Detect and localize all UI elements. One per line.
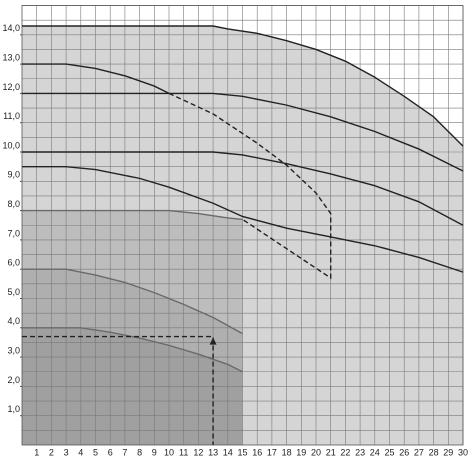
curve [22, 327, 243, 373]
curve [22, 92, 464, 172]
y-tick-label: 8,0 [7, 199, 20, 209]
x-tick-label: 10 [164, 447, 174, 457]
y-tick-label: 14,0 [2, 23, 20, 33]
y-tick-label: 3,0 [7, 345, 20, 355]
x-tick-label: 20 [311, 447, 321, 457]
x-tick-label: 19 [296, 447, 306, 457]
curve [22, 63, 170, 95]
x-tick-label: 25 [384, 447, 394, 457]
x-tick-label: 16 [252, 447, 262, 457]
x-tick-label: 27 [414, 447, 424, 457]
x-tick-label: 18 [282, 447, 292, 457]
x-tick-label: 12 [193, 447, 203, 457]
y-tick-label: 7,0 [7, 228, 20, 238]
x-tick-label: 1 [34, 447, 39, 457]
x-tick-label: 23 [355, 447, 365, 457]
x-tick-label: 21 [326, 447, 336, 457]
x-tick-label: 9 [152, 447, 157, 457]
curve [22, 25, 464, 147]
x-tick-label: 17 [267, 447, 277, 457]
x-tick-label: 15 [237, 447, 247, 457]
dashed-line [168, 92, 332, 280]
arrow-head [209, 337, 217, 345]
y-tick-label: 11,0 [3, 111, 20, 121]
y-tick-label: 13,0 [2, 52, 20, 62]
x-tick-label: 5 [93, 447, 98, 457]
curve [22, 209, 243, 221]
y-tick-label: 2,0 [7, 375, 20, 385]
curve [22, 151, 464, 226]
x-tick-label: 6 [108, 447, 113, 457]
x-tick-label: 26 [399, 447, 409, 457]
x-tick-label: 24 [370, 447, 380, 457]
curve [22, 268, 243, 335]
x-tick-label: 22 [340, 447, 350, 457]
y-tick-label: 12,0 [2, 82, 20, 92]
y-tick-label: 1,0 [7, 404, 20, 414]
x-tick-label: 13 [208, 447, 218, 457]
curve [22, 165, 464, 273]
y-tick-label: 9,0 [7, 170, 20, 180]
x-tick-label: 4 [78, 447, 83, 457]
x-tick-label: 30 [458, 447, 468, 457]
x-tick-label: 3 [64, 447, 69, 457]
y-tick-label: 6,0 [7, 258, 20, 268]
x-tick-label: 11 [179, 447, 188, 457]
x-tick-label: 29 [443, 447, 453, 457]
x-tick-label: 2 [49, 447, 54, 457]
x-tick-label: 8 [137, 447, 142, 457]
x-tick-label: 28 [429, 447, 439, 457]
x-tick-label: 7 [122, 447, 127, 457]
x-tick-label: 14 [223, 447, 233, 457]
y-tick-label: 5,0 [7, 287, 20, 297]
y-tick-label: 10,0 [2, 140, 20, 150]
y-tick-label: 4,0 [7, 316, 20, 326]
